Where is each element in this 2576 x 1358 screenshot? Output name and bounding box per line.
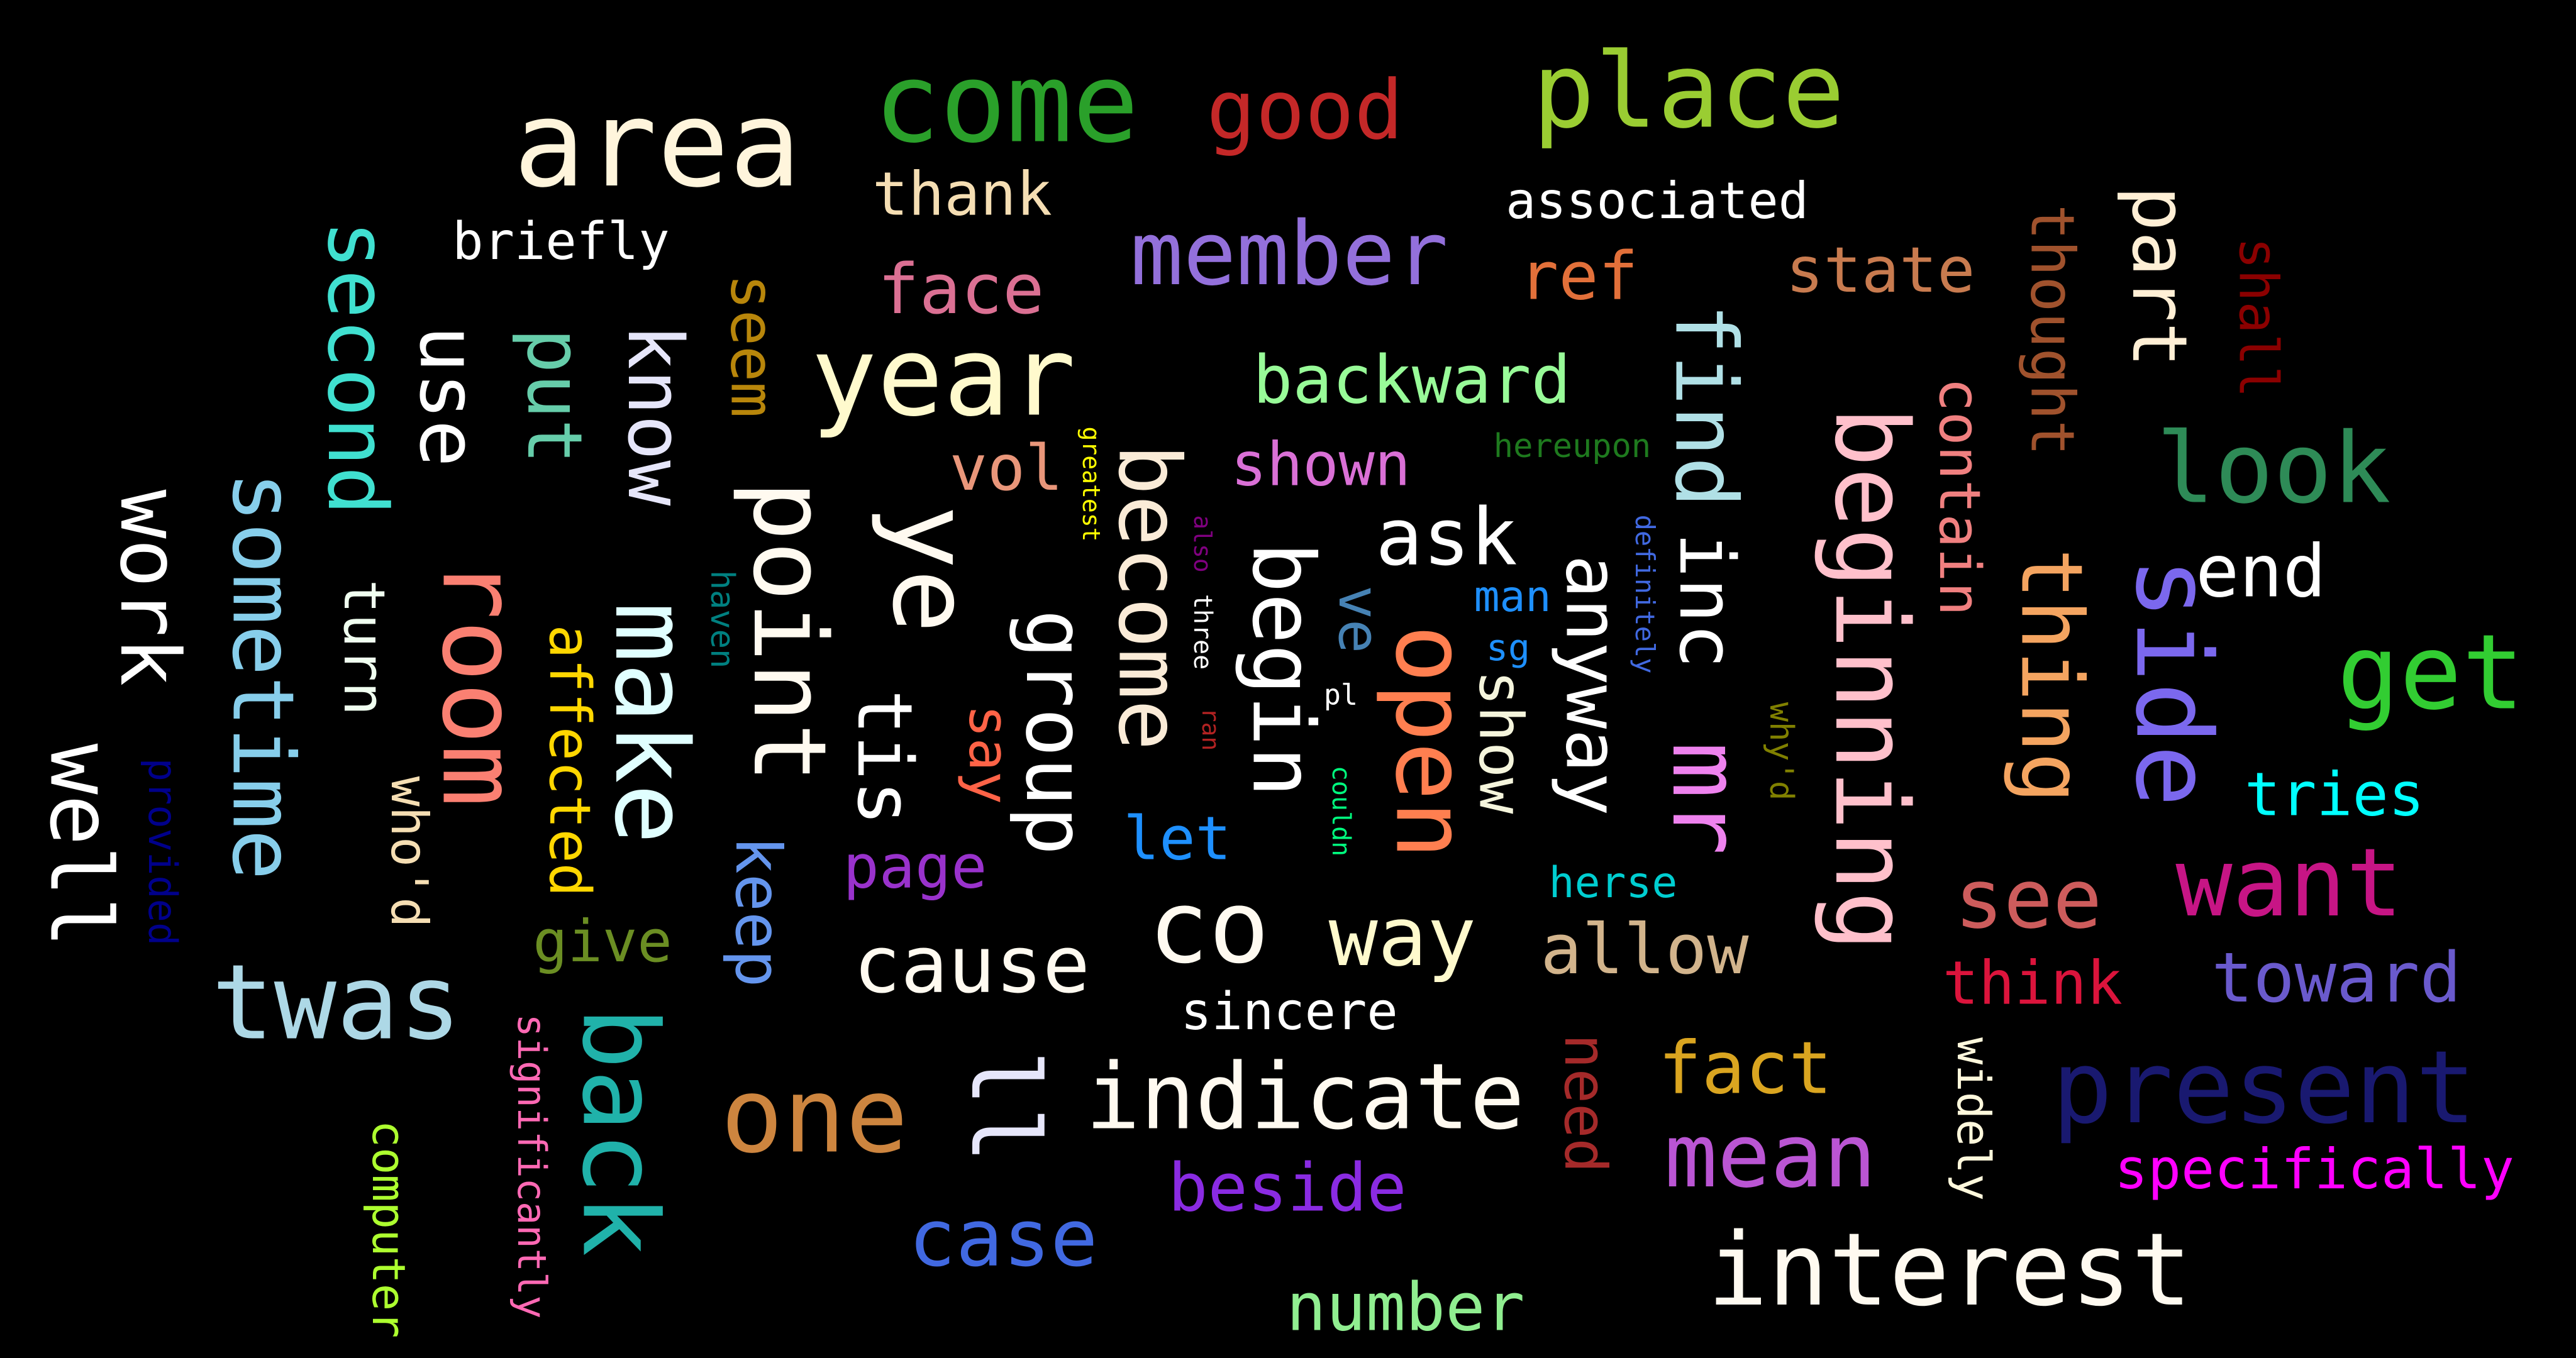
word-well: well (31, 743, 130, 948)
word-get: get (2336, 612, 2525, 733)
word-haven: haven (703, 570, 741, 669)
word-put: put (510, 328, 597, 465)
word-member: member (1130, 203, 1448, 306)
word-side: side (2112, 557, 2234, 807)
word-backward: backward (1253, 341, 1571, 419)
word-work: work (102, 489, 197, 687)
word-thing: thing (2002, 548, 2101, 804)
word-computer: computer (362, 1120, 415, 1339)
word-number: number (1286, 1269, 1525, 1346)
word-face: face (877, 249, 1045, 329)
word-tries: tries (2245, 760, 2424, 830)
word-co: co (1148, 868, 1270, 986)
word-point: point (731, 480, 848, 783)
word-couldn: couldn (1326, 765, 1355, 857)
word-allow: allow (1540, 909, 1749, 990)
word-interest: interest (1707, 1211, 2192, 1328)
word-know: know (611, 324, 698, 506)
word-tis: tis (840, 689, 928, 826)
word-why-d: why'd (1762, 702, 1800, 801)
word-cause: cause (853, 919, 1091, 1011)
word-anyway: anyway (1549, 555, 1634, 816)
word-one: one (720, 1055, 909, 1176)
word-page: page (843, 832, 987, 902)
word-hereupon: hereupon (1493, 428, 1652, 465)
word-briefly: briefly (452, 212, 670, 272)
word-shown: shown (1231, 430, 1411, 500)
word-toward: toward (2211, 937, 2462, 1018)
word-associated: associated (1506, 172, 1809, 230)
word-fact: fact (1658, 1026, 1833, 1111)
word-ran: ran (1197, 707, 1224, 751)
word-herse: herse (1548, 858, 1678, 908)
word-specifically: specifically (2114, 1137, 2514, 1201)
word-way: way (1328, 889, 1477, 985)
word-place: place (1532, 30, 1845, 152)
word-man: man (1474, 572, 1552, 622)
word-affected: affected (536, 624, 602, 897)
word-beside: beside (1168, 1149, 1407, 1227)
word-keep: keep (721, 836, 795, 988)
word-show: show (1465, 670, 1535, 814)
word-let: let (1123, 804, 1231, 874)
word-mr: mr (1651, 741, 1760, 856)
word-room: room (419, 557, 540, 807)
word-want: want (2175, 829, 2403, 938)
word-find: find (1656, 303, 1755, 508)
word-ye: ye (869, 504, 993, 634)
word-think: think (1943, 949, 2123, 1018)
word-sg: sg (1486, 626, 1530, 669)
word-twas: twas (211, 942, 462, 1063)
word-state: state (1785, 233, 1975, 307)
word-part: part (2115, 185, 2202, 368)
word-widely: widely (1947, 1037, 2000, 1201)
word-end: end (2196, 529, 2326, 614)
word-see: see (1954, 851, 2102, 947)
word-back: back (559, 1007, 680, 1257)
word-year: year (811, 313, 1076, 441)
word-make: make (592, 602, 710, 844)
word-significantly: significantly (509, 1013, 555, 1319)
word-open: open (1374, 624, 1488, 859)
word-who-d: who'd (380, 776, 438, 928)
word-shall: shall (2226, 237, 2289, 398)
word-begin: begin (1233, 541, 1333, 798)
word-need: need (1552, 1034, 1619, 1173)
word-inc: inc (1662, 532, 1750, 669)
word-case: case (908, 1193, 1098, 1284)
word-pl: pl (1323, 678, 1358, 712)
word-group: group (1008, 609, 1103, 856)
word-sincere: sincere (1180, 982, 1398, 1042)
word-three: three (1188, 593, 1217, 670)
word-turn: turn (331, 579, 397, 716)
word-seem: seem (717, 273, 787, 418)
word-good: good (1206, 62, 1404, 158)
word-sometime: sometime (213, 471, 313, 881)
word-vol: vol (949, 431, 1063, 505)
word-look: look (2156, 411, 2391, 526)
word-come: come (874, 40, 1139, 168)
word-use: use (402, 325, 494, 467)
word-also: also (1189, 515, 1216, 573)
word-present: present (2051, 1029, 2477, 1146)
word-second: second (309, 220, 405, 516)
word-ref: ref (1519, 238, 1638, 315)
word-area: area (513, 75, 801, 214)
word-thought: thought (2017, 204, 2087, 456)
word-ll: ll (950, 1049, 1059, 1164)
word-provided: provided (140, 758, 186, 946)
word-give: give (533, 908, 672, 975)
word-beginning: beginning (1813, 406, 1930, 952)
word-ask: ask (1375, 492, 1518, 583)
word-thank: thank (872, 160, 1052, 229)
word-mean: mean (1664, 1105, 1877, 1208)
word-contain: contain (1926, 377, 1992, 616)
word-become: become (1099, 444, 1199, 751)
word-indicate: indicate (1085, 1044, 1525, 1151)
word-definitely: definitely (1629, 514, 1660, 674)
